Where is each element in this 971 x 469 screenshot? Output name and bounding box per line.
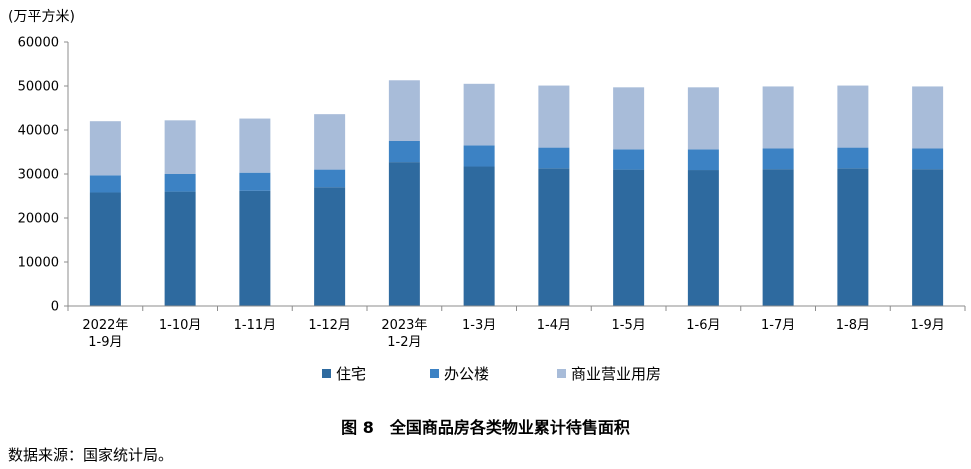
x-tick-label: 1-2月 xyxy=(387,335,421,350)
y-tick-label: 10000 xyxy=(18,256,59,271)
bar-segment-office xyxy=(463,145,495,167)
y-tick-label: 0 xyxy=(51,300,59,315)
bar-segment-commercial xyxy=(314,114,346,170)
bar-segment-office xyxy=(762,148,794,170)
bar-segment-commercial xyxy=(89,121,121,176)
bar-segment-commercial xyxy=(762,86,794,149)
bar-segment-commercial xyxy=(912,86,944,149)
bar-segment-commercial xyxy=(239,118,271,173)
bar-segment-office xyxy=(314,169,346,188)
bar-segment-residential xyxy=(463,166,495,306)
bar-segment-office xyxy=(687,149,719,171)
legend-label-office: 办公楼 xyxy=(444,365,490,383)
bar-segment-commercial xyxy=(164,120,196,174)
bar-segment-office xyxy=(912,148,944,170)
x-tick-label: 1-4月 xyxy=(537,318,571,333)
bar-segment-residential xyxy=(762,169,794,306)
x-tick-label: 1-10月 xyxy=(159,318,202,333)
bar-segment-commercial xyxy=(538,85,570,148)
bar-segment-commercial xyxy=(837,85,869,148)
bar-segment-residential xyxy=(687,170,719,306)
bar-segment-residential xyxy=(314,187,346,306)
bar-segment-office xyxy=(538,147,570,169)
bar-segment-residential xyxy=(613,169,645,306)
bar-segment-commercial xyxy=(687,87,719,150)
chart-legend: 住宅 办公楼 商业营业用房 xyxy=(0,363,971,383)
x-tick-label: 1-11月 xyxy=(234,318,277,333)
x-tick-label: 2022年 xyxy=(82,318,128,333)
x-tick-label: 1-12月 xyxy=(308,318,351,333)
bar-segment-office xyxy=(388,141,420,163)
legend-swatch-residential xyxy=(322,369,331,378)
x-tick-label: 1-9月 xyxy=(88,335,122,350)
bar-segment-commercial xyxy=(613,87,645,150)
x-tick-label: 1-7月 xyxy=(761,318,795,333)
bar-segment-office xyxy=(89,175,121,193)
x-tick-label: 1-9月 xyxy=(911,318,945,333)
bar-segment-residential xyxy=(89,192,121,306)
x-tick-label: 1-8月 xyxy=(836,318,870,333)
legend-swatch-office xyxy=(430,369,439,378)
data-source-note: 数据来源：国家统计局。 xyxy=(8,446,174,464)
bar-segment-residential xyxy=(164,191,196,306)
y-axis-unit-label: (万平方米) xyxy=(8,9,75,25)
figure-caption: 图 8 全国商品房各类物业累计待售面积 xyxy=(341,418,630,437)
legend-label-residential: 住宅 xyxy=(336,365,367,383)
x-tick-label: 1-3月 xyxy=(462,318,496,333)
x-tick-label: 1-5月 xyxy=(612,318,646,333)
bar-segment-office xyxy=(613,149,645,170)
bar-segment-office xyxy=(239,172,271,191)
bar-segment-commercial xyxy=(463,83,495,146)
y-tick-label: 50000 xyxy=(18,80,59,95)
bar-segment-residential xyxy=(538,168,570,306)
x-tick-label: 2023年 xyxy=(381,318,427,333)
x-tick-label: 1-6月 xyxy=(686,318,720,333)
bar-segment-residential xyxy=(837,168,869,306)
legend-item-residential: 住宅 xyxy=(322,363,366,384)
bar-segment-residential xyxy=(239,190,271,306)
y-tick-label: 40000 xyxy=(18,124,59,139)
legend-swatch-commercial xyxy=(557,369,566,378)
y-tick-label: 20000 xyxy=(18,212,59,227)
legend-item-commercial: 商业营业用房 xyxy=(557,363,661,384)
y-tick-label: 60000 xyxy=(18,36,59,51)
y-tick-label: 30000 xyxy=(18,168,59,183)
legend-item-office: 办公楼 xyxy=(430,363,489,384)
bar-segment-office xyxy=(837,147,869,169)
bar-segment-commercial xyxy=(388,80,420,141)
bar-segment-residential xyxy=(912,169,944,306)
bar-segment-office xyxy=(164,174,196,192)
bar-segment-residential xyxy=(388,162,420,306)
legend-label-commercial: 商业营业用房 xyxy=(571,365,662,383)
